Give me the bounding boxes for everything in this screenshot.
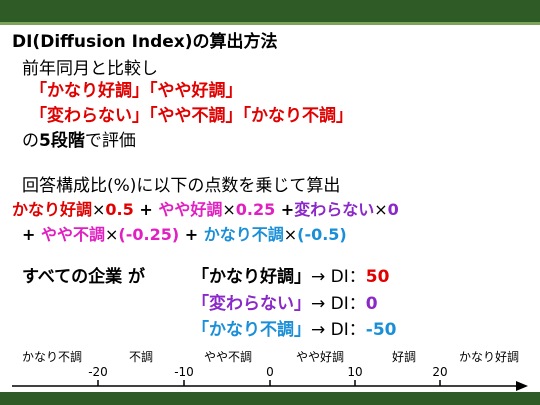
plus-sign: + [22, 225, 41, 244]
scale-label: 不調 [128, 350, 154, 364]
times-sign: × [283, 225, 298, 244]
summary-value: 50 [365, 267, 390, 287]
scale-label: かなり不調 [21, 350, 83, 364]
summary-arrow: → DI： [311, 294, 366, 314]
summary-row-very-good: 「かなり好調」→ DI：50 [192, 262, 389, 287]
bottom-bar [0, 392, 540, 405]
top-bar [0, 0, 540, 22]
plus-sign: + [275, 200, 295, 219]
category-very-bad: 「かなり不調」 [242, 106, 354, 126]
formula-flat: 変わらない [294, 200, 375, 219]
category-row-2: 「変わらない」「やや不調」「かなり不調」 [30, 101, 353, 126]
scale-label: やや好調 [295, 350, 345, 364]
category-good: 「やや好調」 [149, 81, 243, 101]
formula-good: やや好調 [158, 200, 223, 219]
tick-label: 10 [347, 365, 363, 379]
five-levels-bold: 5段階 [39, 131, 85, 151]
weight-very-good: 0.5 [105, 200, 134, 219]
summary-row-very-bad: 「かなり不調」→ DI：-50 [192, 315, 396, 340]
formula-very-bad: かなり不調 [203, 225, 284, 244]
summary-value: -50 [365, 320, 397, 340]
scale-label: やや不調 [203, 350, 253, 364]
formula-line-1: かなり好調×0.5 + やや好調×0.25 +変わらない×0 [12, 196, 399, 220]
summary-label: 「変わらない」 [192, 294, 311, 314]
summary-lead: すべての企業 が [22, 267, 146, 287]
times-sign: × [105, 225, 119, 244]
five-levels-pre: の [22, 131, 39, 151]
summary-arrow: → DI： [311, 267, 366, 287]
scale-label: かなり好調 [458, 350, 520, 364]
intro-line: 前年同月と比較し [22, 59, 158, 79]
summary-arrow: → DI： [311, 320, 366, 340]
formula-very-good: かなり好調 [12, 200, 93, 219]
category-row-1: 「かなり好調」「やや好調」 [30, 76, 243, 101]
tick-label: -10 [174, 365, 194, 379]
times-sign: × [92, 200, 106, 219]
weight-flat: 0 [387, 200, 399, 219]
times-sign: × [374, 200, 388, 219]
scale-label: 好調 [391, 350, 417, 364]
category-flat: 「変わらない」 [30, 106, 149, 126]
summary-row-flat: 「変わらない」→ DI：0 [192, 289, 378, 314]
tick-label: 20 [432, 365, 448, 379]
five-levels-post: で評価 [84, 131, 136, 151]
times-sign: × [222, 200, 236, 219]
page-title: DI(Diffusion Index)の算出方法 [12, 32, 278, 52]
weight-very-bad: (-0.5) [297, 225, 347, 244]
weight-bad: (-0.25) [118, 225, 180, 244]
five-levels-line: の5段階で評価 [22, 126, 136, 151]
weight-good: 0.25 [235, 200, 276, 219]
tick-label: -20 [88, 365, 108, 379]
plus-sign: + [133, 200, 159, 219]
formula-bad: やや不調 [40, 225, 105, 244]
tick-label: 0 [266, 365, 274, 379]
category-bad: 「やや不調」 [149, 106, 243, 126]
top-bar-accent [0, 22, 540, 25]
summary-value: 0 [365, 294, 378, 314]
formula-lead: 回答構成比(%)に以下の点数を乗じて算出 [22, 176, 341, 196]
scale-axis [12, 380, 528, 391]
category-very-good: 「かなり好調」 [30, 81, 149, 101]
summary-label: 「かなり不調」 [192, 320, 311, 340]
axis-arrowhead [516, 381, 528, 391]
summary-label: 「かなり好調」 [192, 267, 311, 287]
formula-line-2: + やや不調×(-0.25) + かなり不調×(-0.5) [22, 221, 347, 245]
plus-sign: + [179, 225, 204, 244]
